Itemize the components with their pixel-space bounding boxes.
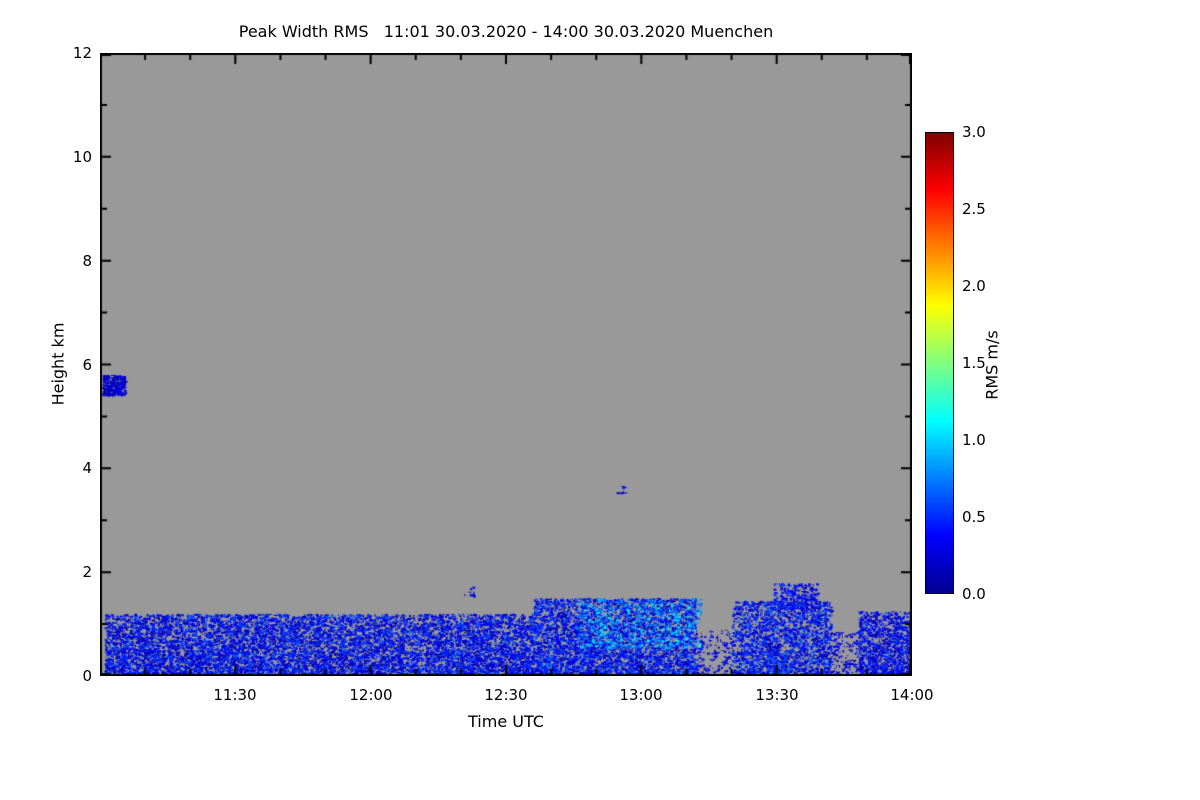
y-axis-label: Height km bbox=[48, 322, 68, 406]
y-tick-label: 0 bbox=[82, 667, 92, 685]
y-tick-label: 12 bbox=[72, 44, 92, 62]
x-tick-label: 12:30 bbox=[484, 686, 528, 704]
x-tick-label: 11:30 bbox=[213, 686, 257, 704]
colorbar-tick-label: 1.0 bbox=[962, 431, 986, 449]
colorbar bbox=[925, 132, 954, 594]
x-tick-label: 13:30 bbox=[755, 686, 799, 704]
colorbar-tick-label: 0.5 bbox=[962, 508, 986, 526]
y-tick-label: 2 bbox=[82, 563, 92, 581]
y-tick-label: 10 bbox=[72, 148, 92, 166]
colorbar-tick-label: 2.0 bbox=[962, 277, 986, 295]
colorbar-tick-label: 3.0 bbox=[962, 123, 986, 141]
colorbar-tick-label: 2.5 bbox=[962, 200, 986, 218]
colorbar-label: RMS m/s bbox=[982, 330, 1002, 400]
x-axis-label: Time UTC bbox=[468, 712, 544, 731]
y-tick-label: 4 bbox=[82, 459, 92, 477]
y-tick-label: 6 bbox=[82, 356, 92, 374]
colorbar-tick-label: 0.0 bbox=[962, 585, 986, 603]
plot-area bbox=[100, 53, 912, 676]
x-tick-label: 12:00 bbox=[349, 686, 393, 704]
colorbar-gradient bbox=[926, 133, 953, 593]
heatmap-canvas bbox=[100, 53, 912, 676]
x-tick-label: 14:00 bbox=[890, 686, 934, 704]
y-tick-label: 8 bbox=[82, 252, 92, 270]
x-tick-label: 13:00 bbox=[619, 686, 663, 704]
colorbar-tick-label: 1.5 bbox=[962, 354, 986, 372]
chart-title: Peak Width RMS 11:01 30.03.2020 - 14:00 … bbox=[238, 22, 774, 41]
